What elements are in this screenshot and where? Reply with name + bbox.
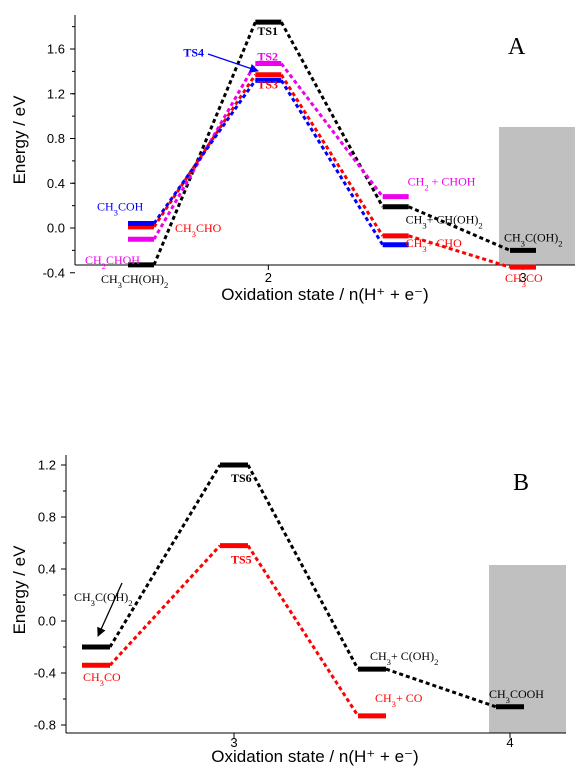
connector-1-3 bbox=[408, 205, 511, 252]
connector-1-1 bbox=[152, 21, 257, 266]
y-tick-label: 1.6 bbox=[47, 42, 65, 57]
panel-a-connectors bbox=[152, 21, 511, 269]
level-label-chcho: CH3CHO bbox=[175, 221, 222, 239]
y-tick-label: 1.2 bbox=[47, 86, 65, 101]
level-label-chcoh: CH3C(OH)2 bbox=[74, 590, 133, 608]
panel-b-y-axis-title: Energy / eV bbox=[10, 545, 29, 634]
y-tick-label: -0.4 bbox=[43, 265, 65, 280]
panel-b-connectors bbox=[108, 464, 497, 717]
connector-1-1 bbox=[108, 464, 222, 648]
panel-a-shaded-region bbox=[499, 127, 575, 265]
panel-b-label: B bbox=[513, 470, 529, 496]
y-tick-label: 0.8 bbox=[47, 131, 65, 146]
connector-1-3 bbox=[385, 667, 497, 709]
y-tick-label: 0.4 bbox=[38, 562, 56, 577]
y-tick-label: -0.4 bbox=[34, 666, 56, 681]
level-label-ch-coh: CH3+ C(OH)2 bbox=[370, 649, 438, 667]
level-label-chco: CH3CO bbox=[83, 670, 121, 688]
level-label-ts6: TS6 bbox=[231, 471, 252, 485]
panel-a-levels bbox=[128, 19, 536, 270]
level-label-chcoh: CH3C(OH)2 bbox=[504, 230, 563, 248]
panel-a-y-axis-title: Energy / eV bbox=[10, 95, 29, 184]
y-tick-label: -0.8 bbox=[34, 718, 56, 733]
connector-2-2 bbox=[246, 544, 360, 717]
panel-b-levels bbox=[82, 462, 524, 719]
panel-b-ticks: 1.2 0.8 0.4 0.0 -0.4 -0.8 3 4 bbox=[34, 458, 514, 751]
connector-4-1 bbox=[152, 79, 257, 225]
connector-2-2 bbox=[280, 62, 384, 198]
panel-b-level-labels: CH3C(OH)2 TS6 CH3+ C(OH)2 CH3COOH CH3CO TS5 CH… bbox=[74, 471, 544, 709]
level-label-ch-co: CH3+ CO bbox=[375, 691, 423, 709]
level-label-ts3: TS3 bbox=[257, 78, 278, 92]
panel-a-level-labels: CH3CH(OH)2 TS1 CH3+ CH(OH)2 CH3C(OH)2 CH2CHO… bbox=[85, 24, 563, 290]
connector-2-1 bbox=[108, 544, 222, 667]
connector-3-1 bbox=[152, 73, 257, 228]
level-label-chchoh: CH2CHOH bbox=[85, 253, 140, 271]
x-tick-label: 3 bbox=[230, 735, 237, 750]
y-tick-label: 0.8 bbox=[38, 510, 56, 525]
level-label-chco: CH3CO bbox=[505, 271, 543, 289]
y-tick-label: 0.0 bbox=[47, 221, 65, 236]
panel-a-x-axis-title: Oxidation state / n(H⁺ + e⁻) bbox=[221, 285, 428, 304]
level-label-ch-choh: CH3+ CH(OH)2 bbox=[406, 213, 483, 231]
panel-a-ticks: 1.6 1.2 0.8 0.4 0.0 -0.4 2 3 bbox=[43, 26, 527, 285]
connector-4-2 bbox=[280, 79, 384, 246]
x-tick-label: 2 bbox=[265, 270, 272, 285]
level-label-chcoh: CH3COH bbox=[97, 200, 144, 218]
connector-3-3 bbox=[408, 234, 511, 269]
panel-b-x-axis-title: Oxidation state / n(H⁺ + e⁻) bbox=[211, 747, 418, 766]
level-label-ts2: TS2 bbox=[257, 50, 278, 64]
level-label-ch--choh: CH2 + CHOH bbox=[408, 175, 476, 193]
level-label-ch-cho: CH3+ CHO bbox=[406, 236, 462, 254]
panel-a-label: A bbox=[508, 34, 526, 60]
level-label-ts5: TS5 bbox=[231, 553, 252, 567]
level-label-ts4: TS4 bbox=[183, 45, 204, 59]
panel-a-ts4-arrow bbox=[207, 53, 259, 73]
connector-1-2 bbox=[246, 464, 360, 670]
connector-2-1 bbox=[152, 62, 257, 240]
connector-3-2 bbox=[280, 73, 384, 237]
x-tick-label: 3 bbox=[519, 270, 526, 285]
panel-a: 1.6 1.2 0.8 0.4 0.0 -0.4 2 3 CH3CH(OH)2 TS1 CH3+ … bbox=[10, 15, 575, 304]
panel-b: 1.2 0.8 0.4 0.0 -0.4 -0.8 3 4 CH3C(OH)2 TS6 CH3+ … bbox=[10, 455, 566, 766]
y-tick-label: 0.4 bbox=[47, 176, 65, 191]
panel-b-reactant-arrow bbox=[97, 582, 123, 637]
level-label-chcooh: CH3COOH bbox=[489, 687, 544, 705]
y-tick-label: 1.2 bbox=[38, 458, 56, 473]
y-tick-label: 0.0 bbox=[38, 614, 56, 629]
level-label-chchoh: CH3CH(OH)2 bbox=[101, 272, 168, 290]
x-tick-label: 4 bbox=[506, 735, 513, 750]
level-label-ts1: TS1 bbox=[257, 24, 278, 38]
connector-1-2 bbox=[280, 21, 384, 208]
